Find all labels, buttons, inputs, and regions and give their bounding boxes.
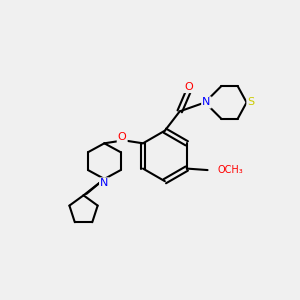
Text: O: O xyxy=(118,132,127,142)
Text: N: N xyxy=(100,178,109,188)
Text: OCH₃: OCH₃ xyxy=(218,165,244,175)
Text: N: N xyxy=(202,98,211,107)
Text: O: O xyxy=(184,82,193,92)
Text: S: S xyxy=(248,98,255,107)
